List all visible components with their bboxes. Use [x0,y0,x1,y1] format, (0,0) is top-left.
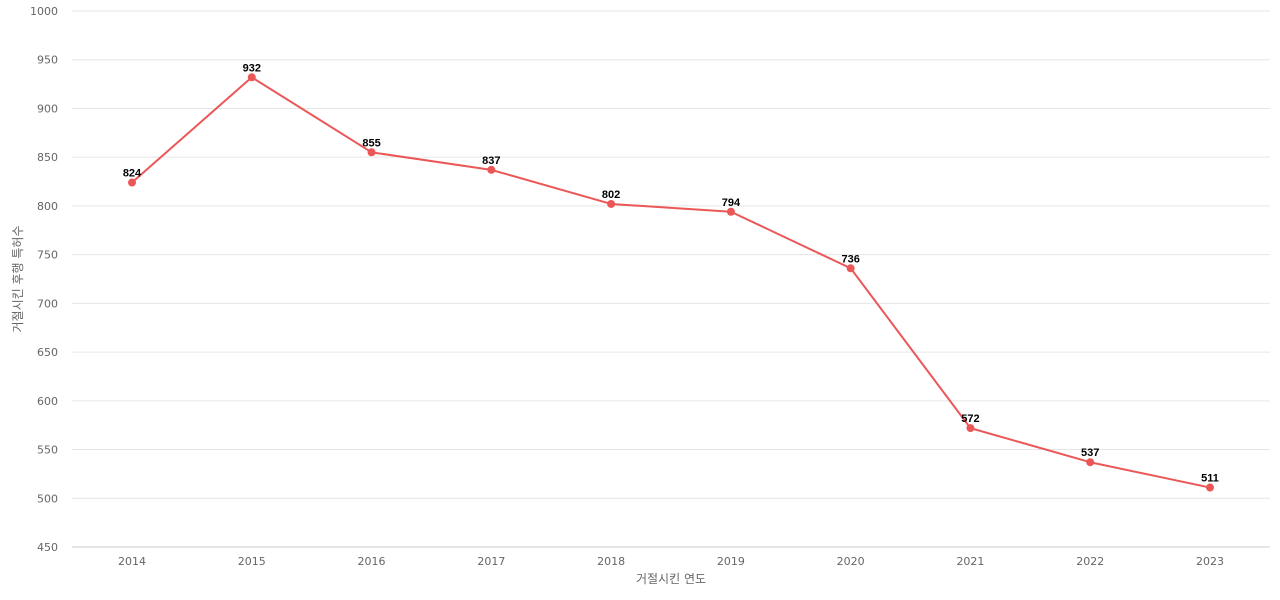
y-tick-label: 900 [37,102,58,115]
data-label: 572 [961,413,979,425]
x-tick-label: 2018 [597,555,625,568]
y-tick-label: 950 [37,54,58,67]
x-axis-ticks: 2014 2015 2016 2017 2018 2019 2020 2021 2022 2023 [118,555,1224,568]
data-label: 837 [482,155,500,167]
y-tick-label: 500 [37,492,58,505]
y-tick-label: 450 [37,541,58,554]
x-tick-label: 2020 [837,555,865,568]
data-label: 537 [1081,447,1099,459]
y-tick-label: 600 [37,395,58,408]
x-tick-label: 2022 [1076,555,1104,568]
data-label: 802 [602,189,620,201]
y-tick-label: 850 [37,151,58,164]
data-point[interactable] [966,424,975,433]
data-labels: 824 932 855 837 802 794 736 572 537 511 [123,62,1219,484]
series-line [131,76,1211,489]
data-label: 736 [841,253,859,265]
x-tick-label: 2015 [238,555,266,568]
data-point[interactable] [607,199,616,208]
series-layer [128,73,1214,492]
x-axis-title: 거절시킨 연도 [636,572,706,586]
y-tick-label: 650 [37,346,58,359]
data-point[interactable] [1086,458,1095,467]
x-tick-label: 2017 [477,555,505,568]
data-label: 855 [362,137,380,149]
data-label: 932 [243,62,261,74]
y-tick-label: 1000 [30,5,58,18]
y-axis-title: 거절시킨 후행 특허수 [10,226,25,333]
data-label: 794 [722,197,741,209]
data-point[interactable] [487,165,496,174]
x-tick-label: 2016 [358,555,386,568]
y-tick-label: 550 [37,444,58,457]
data-point[interactable] [846,264,855,273]
y-tick-label: 700 [37,297,58,310]
data-label: 511 [1201,473,1219,485]
x-tick-label: 2023 [1196,555,1224,568]
data-point[interactable] [128,178,136,187]
data-point[interactable] [726,207,735,216]
data-point[interactable] [367,148,376,157]
gridlines [72,10,1270,499]
y-axis-ticks: 450 500 550 600 650 700 750 800 850 900 950 1000 [30,5,58,554]
x-tick-label: 2014 [118,555,146,568]
data-label: 824 [123,168,142,180]
y-tick-label: 750 [37,249,58,262]
x-tick-label: 2021 [956,555,984,568]
y-tick-label: 800 [37,200,58,213]
data-point[interactable] [1206,483,1214,492]
data-point[interactable] [247,73,256,82]
x-tick-label: 2019 [717,555,745,568]
